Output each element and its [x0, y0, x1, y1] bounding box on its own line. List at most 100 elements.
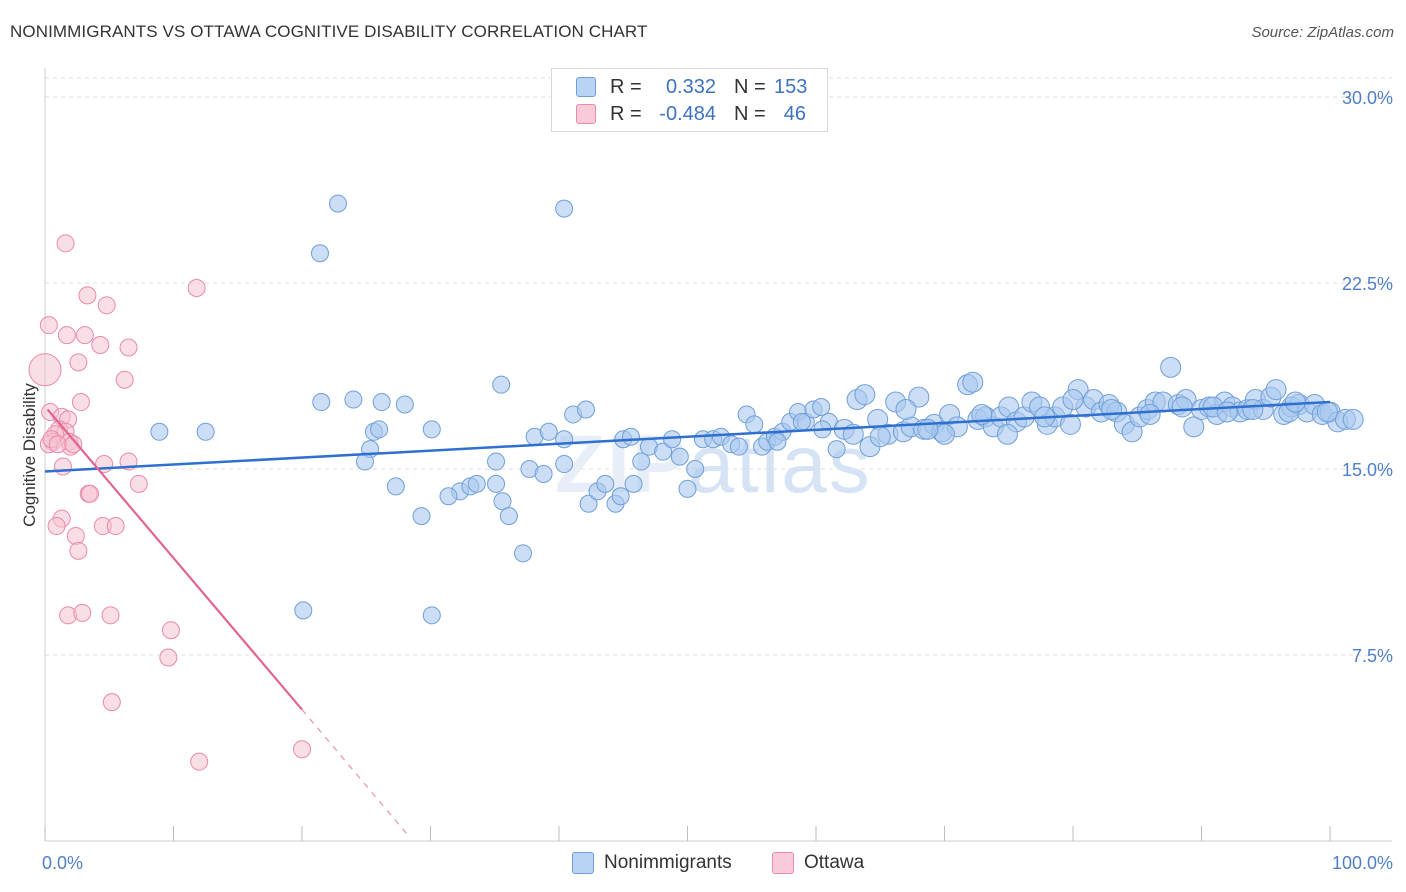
legend-n-label: N = [734, 75, 766, 98]
nonimmigrants-point [312, 393, 331, 412]
ottawa-point [119, 338, 138, 357]
nonimmigrants-point [422, 420, 441, 439]
legend-item-nonimmigrants: Nonimmigrants [572, 852, 732, 874]
ottawa-point [293, 740, 311, 759]
nonimmigrants-point [492, 375, 511, 394]
ottawa-point [102, 693, 121, 712]
nonimmigrants-point [663, 430, 682, 449]
x-tick-label: 100.0% [1332, 853, 1393, 873]
nonimmigrants-point [1284, 391, 1306, 413]
trend-lines [44, 400, 1331, 837]
ottawa-point [91, 336, 110, 354]
nonimmigrants-point [678, 479, 697, 498]
nonimmigrants-point [1342, 408, 1364, 430]
ottawa-point [129, 474, 148, 493]
ottawa-point [159, 648, 178, 667]
y-axis-title: Cognitive Disability [20, 383, 39, 527]
legend-r-label: R = [610, 102, 642, 125]
nonimmigrants-point [624, 474, 643, 493]
grid-lines [45, 77, 1392, 656]
ottawa-point [69, 541, 88, 560]
ottawa-trendline [46, 408, 303, 711]
nonimmigrants-point [768, 432, 787, 451]
pink-swatch-icon [772, 852, 794, 874]
nonimmigrants-point [150, 422, 169, 441]
nonimmigrants-points [150, 194, 1364, 625]
nonimmigrants-point [1216, 401, 1238, 423]
pink-swatch-icon [576, 104, 596, 124]
nonimmigrants-point [499, 507, 518, 526]
ottawa-point [56, 234, 75, 253]
nonimmigrants-point [1242, 398, 1264, 420]
nonimmigrants-point [370, 420, 389, 439]
nonimmigrants-point [493, 492, 512, 511]
ottawa-point [75, 326, 94, 345]
ottawa-point [115, 370, 134, 389]
x-tick-labels: 0.0% 100.0% [42, 853, 1393, 873]
nonimmigrants-point [1101, 398, 1123, 420]
nonimmigrants-point [1062, 389, 1084, 411]
ottawa-point [57, 326, 76, 345]
source-label: Source: ZipAtlas.com [1251, 24, 1394, 41]
legend-item-ottawa: Ottawa [772, 852, 864, 874]
ottawa-point [187, 278, 206, 297]
nonimmigrants-point [792, 412, 811, 431]
nonimmigrants-point [555, 430, 574, 449]
nonimmigrants-point [386, 477, 405, 496]
legend-label-ottawa: Ottawa [804, 852, 865, 873]
ottawa-trendline-extension [301, 709, 410, 837]
nonimmigrants-point [670, 447, 689, 466]
nonimmigrants-point [487, 474, 506, 493]
blue-swatch-icon [576, 77, 596, 97]
nonimmigrants-point [745, 415, 764, 434]
nonimmigrants-point [996, 423, 1018, 445]
nonimmigrants-point [729, 437, 748, 456]
nonimmigrants-point [328, 194, 347, 213]
nonimmigrants-point [908, 386, 930, 408]
nonimmigrants-point [412, 507, 431, 526]
ottawa-points [28, 234, 311, 771]
ottawa-point [161, 621, 180, 640]
nonimmigrants-point [539, 422, 558, 441]
nonimmigrants-trendline [44, 400, 1331, 473]
nonimmigrants-point [632, 452, 651, 471]
nonimmigrants-point [372, 393, 391, 412]
legend-label-nonimmigrants: Nonimmigrants [604, 852, 732, 873]
ottawa-point [28, 353, 62, 387]
nonimmigrants-point [962, 371, 984, 393]
ottawa-point [71, 393, 90, 412]
nonimmigrants-point [555, 455, 574, 474]
legend-n-value: 153 [774, 75, 808, 98]
correlation-legend: R = 0.332 N = 153 R = -0.484 N = 46 [551, 68, 828, 132]
nonimmigrants-point [534, 464, 553, 483]
ottawa-point [64, 435, 83, 454]
ottawa-point [106, 517, 125, 536]
legend-r-label: R = [610, 75, 642, 98]
y-tick-label: 15.0% [1342, 460, 1393, 480]
nonimmigrants-point [344, 390, 363, 409]
y-tick-label: 22.5% [1342, 274, 1393, 294]
nonimmigrants-point [579, 494, 598, 513]
ottawa-point [190, 752, 209, 771]
y-tick-label: 30.0% [1342, 88, 1393, 108]
chart-title: NONIMMIGRANTS VS OTTAWA COGNITIVE DISABI… [10, 22, 648, 41]
nonimmigrants-point [487, 452, 506, 471]
ottawa-point [97, 296, 116, 315]
nonimmigrants-point [869, 426, 891, 448]
ottawa-point [66, 526, 85, 545]
nonimmigrants-point [1316, 401, 1338, 423]
nonimmigrants-point [1171, 396, 1193, 418]
ottawa-point [69, 353, 88, 372]
nonimmigrants-point [1059, 413, 1081, 435]
x-tick-label: 0.0% [42, 853, 83, 873]
nonimmigrants-point [576, 400, 595, 419]
ottawa-point [101, 606, 120, 625]
nonimmigrants-point [1265, 379, 1287, 401]
nonimmigrants-point [395, 395, 414, 414]
legend-row-nonimmigrants: R = 0.332 N = 153 [576, 75, 808, 99]
legend-r-value: -0.484 [659, 102, 716, 125]
ottawa-point [53, 457, 72, 476]
nonimmigrants-point [895, 398, 917, 420]
ottawa-point [73, 603, 92, 622]
